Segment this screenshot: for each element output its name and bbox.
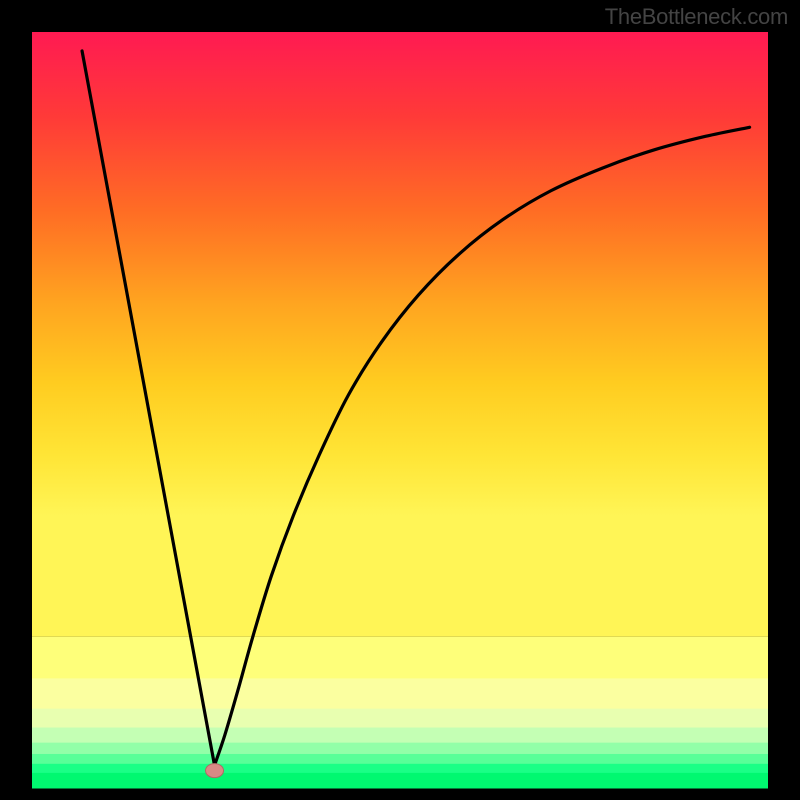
bottleneck-chart [0, 0, 800, 800]
watermark-text: TheBottleneck.com [605, 4, 788, 30]
chart-container: TheBottleneck.com [0, 0, 800, 800]
